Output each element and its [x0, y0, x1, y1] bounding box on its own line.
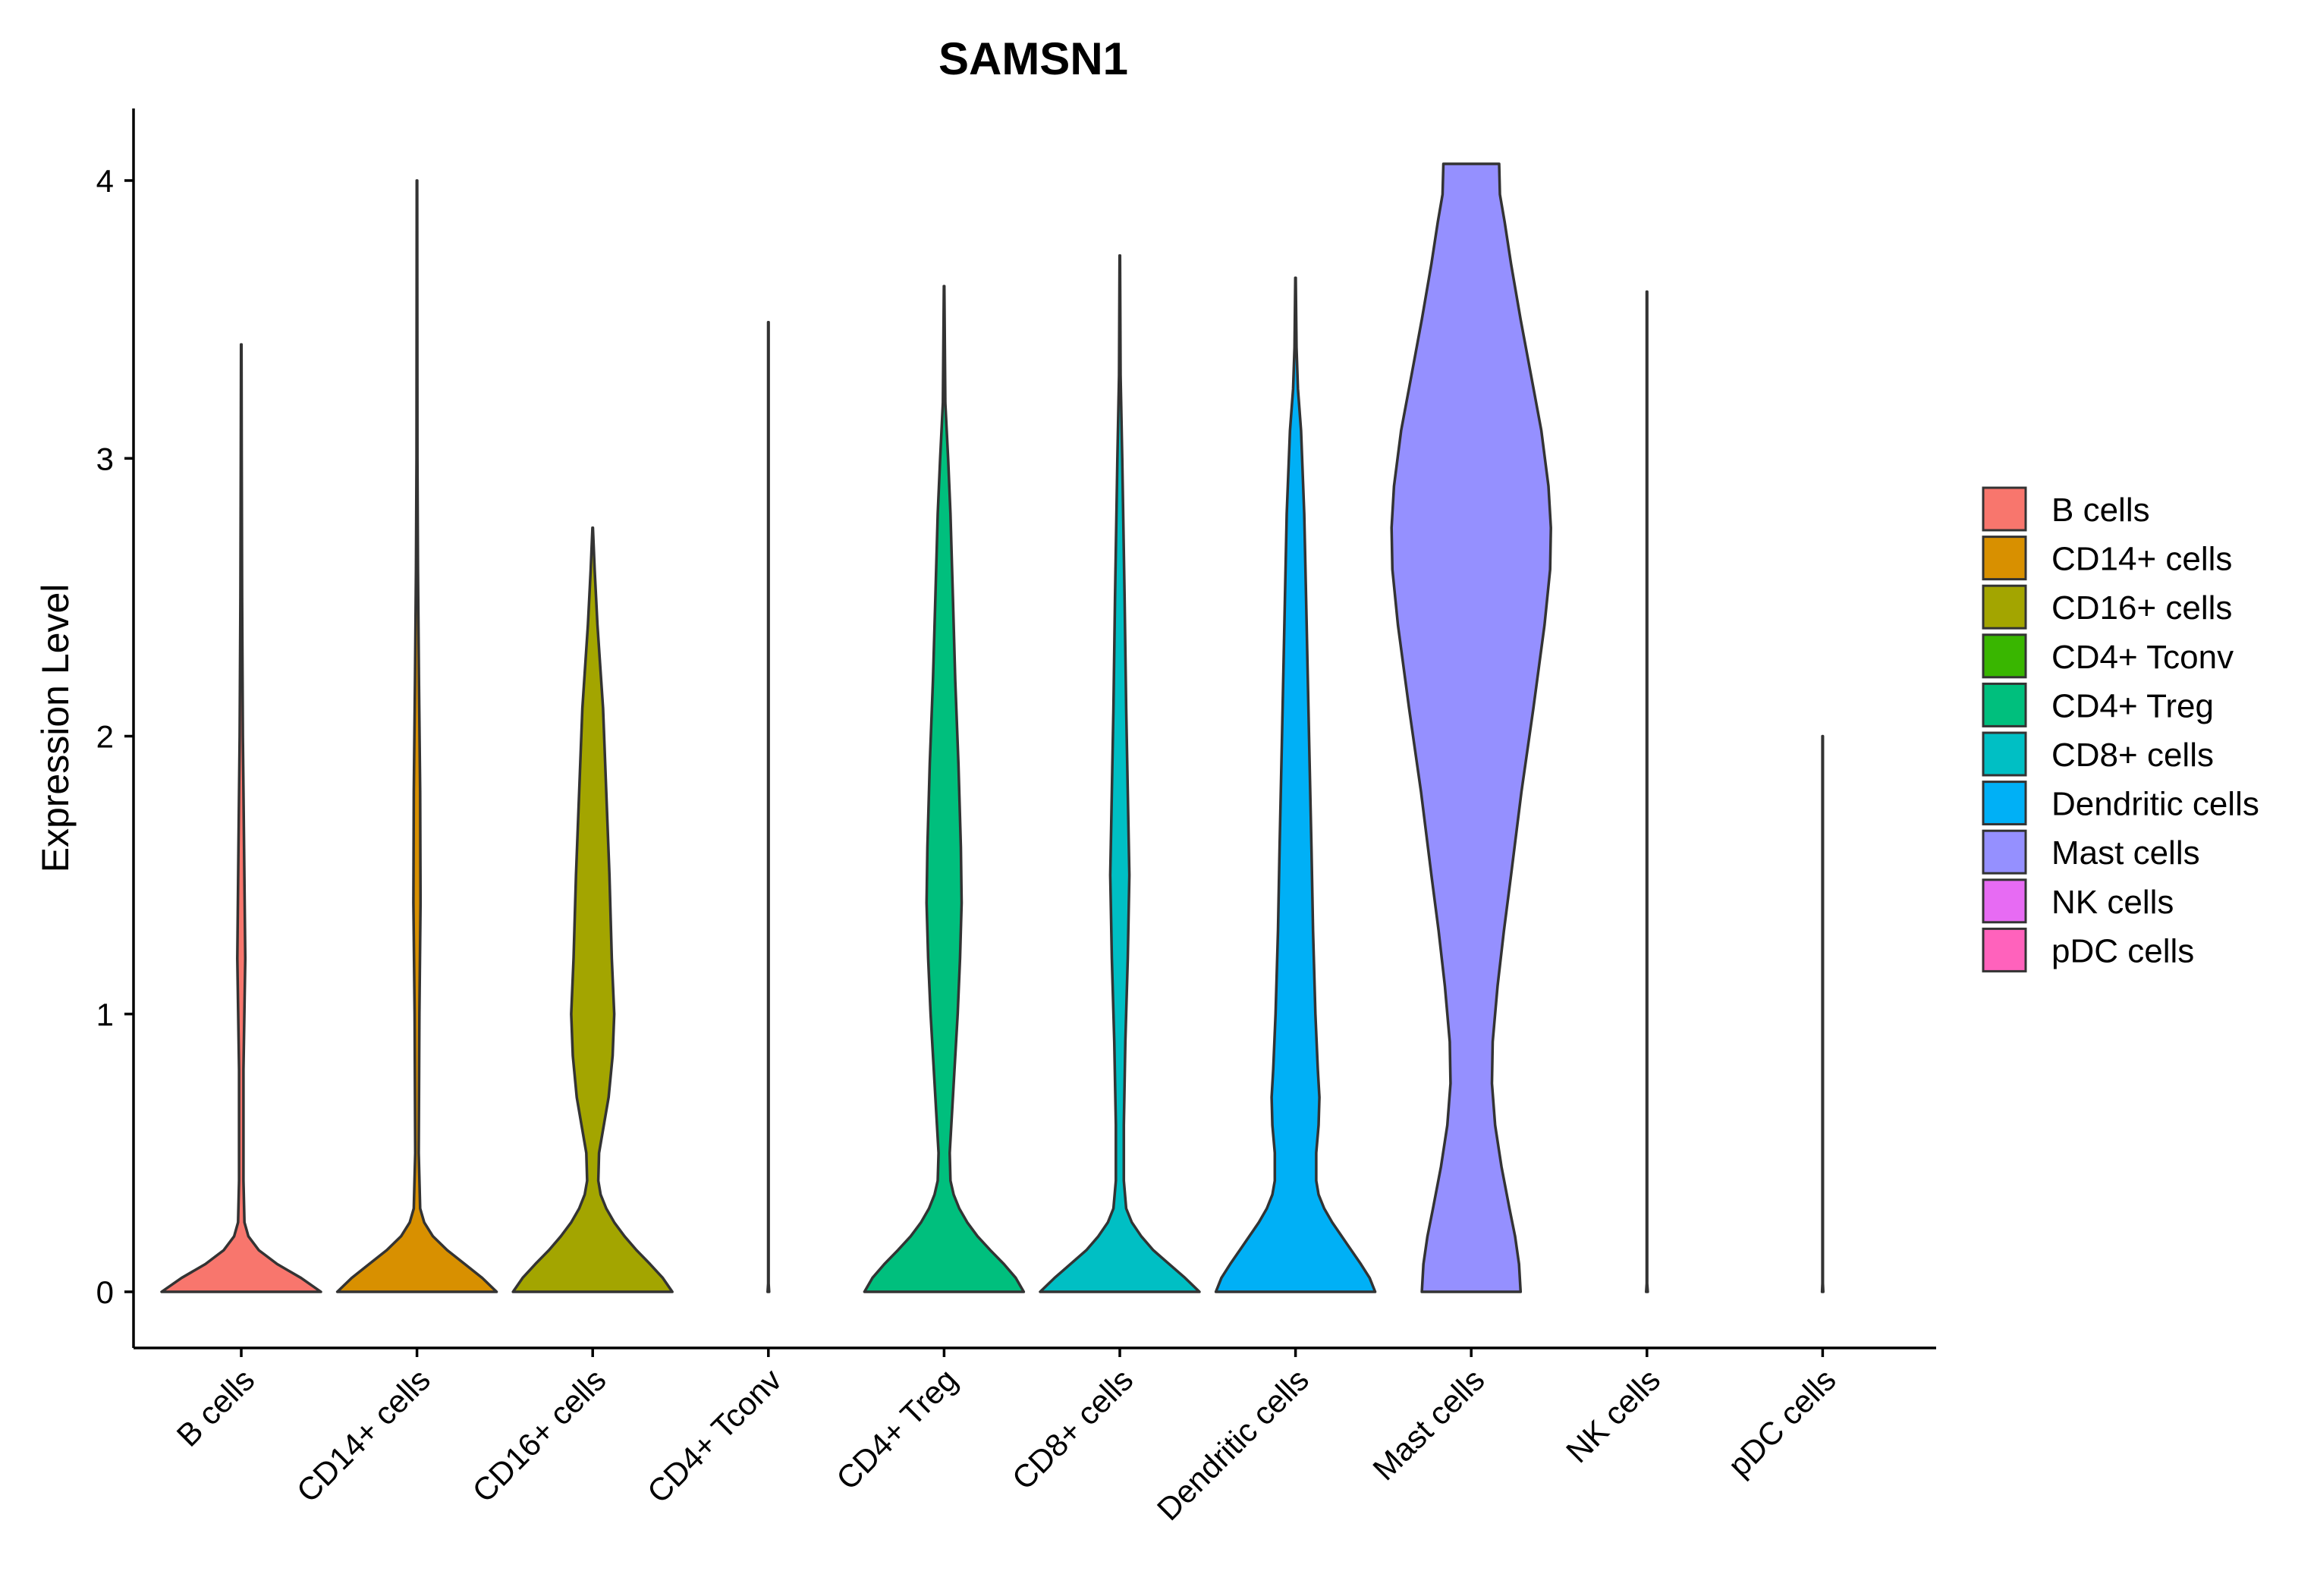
violin-b-cells — [160, 343, 322, 1293]
violin-nk-cells — [1645, 290, 1649, 1293]
axes-layer — [132, 108, 1936, 1349]
violin-cd8plus-cells — [1039, 254, 1201, 1293]
x-ticks-layer: B cells CD14+ cells CD16+ cells CD4+ Tconv C… — [170, 1348, 1843, 1527]
legend-key-cd4plus-tconv — [1982, 633, 2027, 679]
violins-layer — [160, 162, 1825, 1293]
violin-dendritic-cells — [1214, 276, 1377, 1293]
legend-key-mast-cells — [1982, 829, 2027, 875]
legend-key-b-cells — [1982, 486, 2027, 532]
x-tick-label-nk-cells: NK cells — [1559, 1362, 1667, 1469]
legend-label-cd8plus-cells: CD8+ cells — [2051, 737, 2214, 774]
x-tick-label-mast-cells: Mast cells — [1366, 1362, 1491, 1487]
legend-key-cd4plus-treg — [1982, 682, 2027, 727]
legend-key-cd14plus-cells — [1982, 536, 2027, 581]
violin-cd14plus-cells — [335, 179, 498, 1293]
legend-key-cd8plus-cells — [1982, 731, 2027, 777]
legend: B cells CD14+ cells CD16+ cells CD4+ Tconv C… — [1982, 486, 2259, 972]
y-tick-label: 1 — [96, 997, 114, 1032]
violin-cd16plus-cells — [511, 526, 674, 1293]
legend-label-dendritic-cells: Dendritic cells — [2051, 786, 2259, 823]
violin-cd4plus-treg — [863, 284, 1026, 1293]
x-tick-label-cd4plus-treg: CD4+ Treg — [829, 1362, 964, 1497]
violin-pdc-cells — [1820, 734, 1825, 1293]
legend-key-dendritic-cells — [1982, 781, 2027, 826]
y-tick-label: 3 — [96, 441, 114, 476]
legend-key-nk-cells — [1982, 878, 2027, 924]
y-axis-title: Expression Level — [34, 584, 77, 873]
legend-label-cd4plus-tconv: CD4+ Tconv — [2051, 639, 2234, 676]
legend-label-nk-cells: NK cells — [2051, 884, 2174, 921]
x-tick-label-cd4plus-tconv: CD4+ Tconv — [640, 1362, 788, 1510]
x-tick-label-b-cells: B cells — [170, 1362, 262, 1453]
legend-label-cd14plus-cells: CD14+ cells — [2051, 541, 2232, 578]
legend-label-cd16plus-cells: CD16+ cells — [2051, 589, 2232, 627]
x-tick-label-cd14plus-cells: CD14+ cells — [290, 1362, 437, 1509]
violin-mast-cells — [1390, 162, 1552, 1293]
legend-label-cd4plus-treg: CD4+ Treg — [2051, 687, 2214, 724]
violin-cd4plus-tconv — [766, 321, 771, 1293]
y-tick-label: 2 — [96, 719, 114, 755]
y-tick-label: 0 — [96, 1274, 114, 1310]
x-tick-label-pdc-cells: pDC cells — [1721, 1362, 1842, 1483]
legend-label-mast-cells: Mast cells — [2051, 834, 2200, 872]
legend-key-pdc-cells — [1982, 927, 2027, 972]
y-tick-label: 4 — [96, 163, 114, 199]
x-tick-label-dendritic-cells: Dendritic cells — [1150, 1362, 1316, 1527]
legend-key-cd16plus-cells — [1982, 584, 2027, 630]
legend-label-b-cells: B cells — [2051, 492, 2150, 529]
x-tick-label-cd16plus-cells: CD16+ cells — [465, 1362, 612, 1509]
legend-label-pdc-cells: pDC cells — [2051, 932, 2194, 969]
y-ticks-layer: 0 1 2 3 4 — [96, 163, 134, 1310]
chart-title: SAMSN1 — [938, 33, 1128, 84]
x-tick-label-cd8plus-cells: CD8+ cells — [1005, 1362, 1140, 1497]
